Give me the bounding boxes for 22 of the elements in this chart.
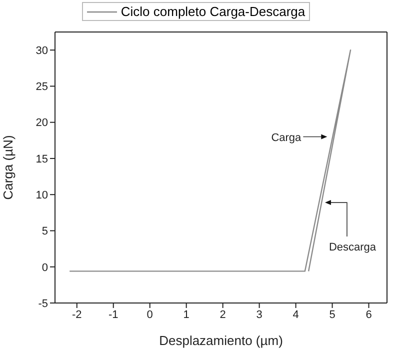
x-axis-title: Desplazamiento (µm) bbox=[159, 333, 283, 348]
legend-label: Ciclo completo Carga-Descarga bbox=[120, 4, 306, 19]
y-tick-label: 25 bbox=[36, 81, 48, 94]
x-tick-label: 6 bbox=[366, 308, 372, 321]
x-tick-label: -2 bbox=[72, 308, 82, 321]
y-tick-label: 10 bbox=[36, 190, 48, 202]
x-tick-label: 2 bbox=[220, 308, 226, 321]
y-axis-title: Carga (µN) bbox=[0, 135, 16, 200]
x-tick-label: 0 bbox=[146, 308, 153, 321]
x-tick-label: 1 bbox=[183, 308, 190, 321]
annotation: Descarga bbox=[328, 242, 377, 254]
x-tick-label: 5 bbox=[329, 308, 336, 321]
x-tick-label: 3 bbox=[256, 308, 262, 321]
x-tick-label: 4 bbox=[292, 308, 299, 321]
y-tick-label: 15 bbox=[36, 153, 48, 166]
x-tick-label: -1 bbox=[108, 308, 118, 321]
y-tick-label: 20 bbox=[36, 117, 48, 130]
y-tick-label: 5 bbox=[42, 226, 48, 238]
y-tick-label: 30 bbox=[36, 44, 48, 57]
y-tick-label: -5 bbox=[38, 298, 48, 310]
y-tick-label: 0 bbox=[42, 262, 48, 274]
annotation: Carga bbox=[271, 132, 302, 144]
